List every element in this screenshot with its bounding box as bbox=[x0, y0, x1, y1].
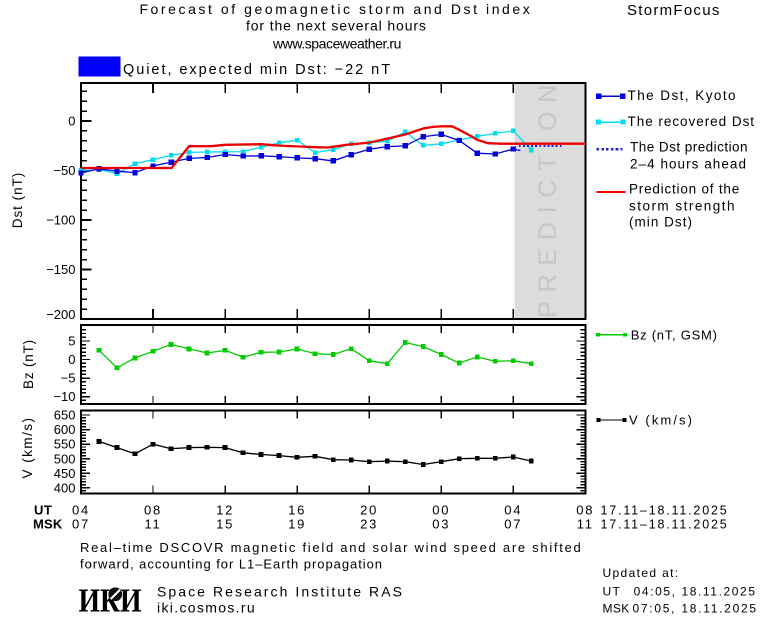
svg-text:−50: −50 bbox=[53, 163, 75, 178]
svg-text:−100: −100 bbox=[46, 213, 75, 228]
svg-text:04: 04 bbox=[504, 503, 522, 518]
svg-text:15: 15 bbox=[216, 517, 234, 532]
svg-text:2–4 hours ahead: 2–4 hours ahead bbox=[630, 157, 747, 172]
svg-text:400: 400 bbox=[54, 480, 76, 495]
svg-text:650: 650 bbox=[54, 408, 76, 423]
svg-text:The Dst, Kyoto: The Dst, Kyoto bbox=[628, 88, 738, 103]
svg-text:Forecast of geomagnetic storm: Forecast of geomagnetic storm and Dst in… bbox=[139, 1, 532, 17]
svg-text:03: 03 bbox=[432, 517, 450, 532]
svg-text:MSK: MSK bbox=[603, 602, 630, 616]
svg-text:Space Research Institute RAS: Space Research Institute RAS bbox=[157, 584, 404, 600]
svg-text:www.spaceweather.ru: www.spaceweather.ru bbox=[272, 35, 401, 51]
svg-text:07:05, 18.11.2025: 07:05, 18.11.2025 bbox=[633, 602, 758, 616]
svg-text:iki.cosmos.ru: iki.cosmos.ru bbox=[157, 600, 256, 616]
svg-text:−150: −150 bbox=[46, 262, 75, 277]
svg-text:V (km/s): V (km/s) bbox=[629, 412, 694, 427]
svg-text:for the next several hours: for the next several hours bbox=[246, 17, 427, 33]
svg-text:00: 00 bbox=[432, 503, 450, 518]
svg-text:The recovered Dst: The recovered Dst bbox=[628, 114, 756, 129]
svg-text:0: 0 bbox=[68, 114, 75, 129]
svg-text:Bz (nT, GSM): Bz (nT, GSM) bbox=[631, 327, 718, 342]
svg-text:16: 16 bbox=[288, 503, 306, 518]
svg-text:19: 19 bbox=[288, 517, 306, 532]
svg-text:UT: UT bbox=[603, 585, 622, 599]
svg-text:04: 04 bbox=[72, 503, 90, 518]
svg-text:PREDICTION: PREDICTION bbox=[534, 76, 562, 318]
svg-text:StormFocus: StormFocus bbox=[627, 2, 721, 19]
svg-text:Dst (nT): Dst (nT) bbox=[10, 172, 25, 229]
svg-text:The Dst prediction: The Dst prediction bbox=[630, 140, 748, 155]
svg-text:23: 23 bbox=[360, 517, 378, 532]
svg-text:Real–time DSCOVR magnetic fiel: Real–time DSCOVR magnetic field and sola… bbox=[80, 540, 583, 555]
svg-text:MSK: MSK bbox=[33, 517, 63, 532]
svg-text:07: 07 bbox=[504, 517, 522, 532]
svg-text:08: 08 bbox=[144, 503, 162, 518]
svg-text:600: 600 bbox=[54, 422, 76, 437]
svg-text:12: 12 bbox=[216, 503, 234, 518]
svg-text:17.11–18.11.2025: 17.11–18.11.2025 bbox=[601, 504, 729, 518]
svg-text:08: 08 bbox=[576, 503, 594, 518]
svg-text:−10: −10 bbox=[53, 389, 75, 404]
svg-text:Quiet, expected min Dst: −22 n: Quiet, expected min Dst: −22 nT bbox=[123, 62, 392, 78]
svg-text:17.11–18.11.2025: 17.11–18.11.2025 bbox=[601, 518, 729, 532]
svg-text:5: 5 bbox=[68, 334, 75, 349]
svg-text:20: 20 bbox=[360, 503, 378, 518]
svg-text:500: 500 bbox=[54, 451, 76, 466]
svg-text:forward, accounting for L1–Ear: forward, accounting for L1–Earth propaga… bbox=[80, 557, 383, 572]
svg-text:ИКИ: ИКИ bbox=[79, 583, 142, 620]
svg-text:07: 07 bbox=[72, 517, 90, 532]
svg-text:11: 11 bbox=[577, 517, 594, 532]
svg-text:−200: −200 bbox=[46, 307, 75, 322]
svg-text:11: 11 bbox=[145, 517, 162, 532]
svg-text:UT: UT bbox=[34, 503, 52, 518]
svg-text:Bz (nT): Bz (nT) bbox=[21, 339, 36, 389]
svg-text:V (km/s): V (km/s) bbox=[20, 416, 35, 478]
svg-text:04:05, 18.11.2025: 04:05, 18.11.2025 bbox=[634, 585, 757, 599]
svg-text:0: 0 bbox=[68, 352, 75, 367]
svg-text:450: 450 bbox=[54, 466, 76, 481]
svg-text:550: 550 bbox=[54, 437, 76, 452]
svg-text:storm strength: storm strength bbox=[629, 198, 736, 213]
svg-text:(min Dst): (min Dst) bbox=[629, 214, 693, 229]
svg-text:−5: −5 bbox=[61, 371, 76, 386]
svg-text:Prediction of the: Prediction of the bbox=[629, 182, 740, 197]
svg-text:Updated at:: Updated at: bbox=[603, 566, 680, 580]
